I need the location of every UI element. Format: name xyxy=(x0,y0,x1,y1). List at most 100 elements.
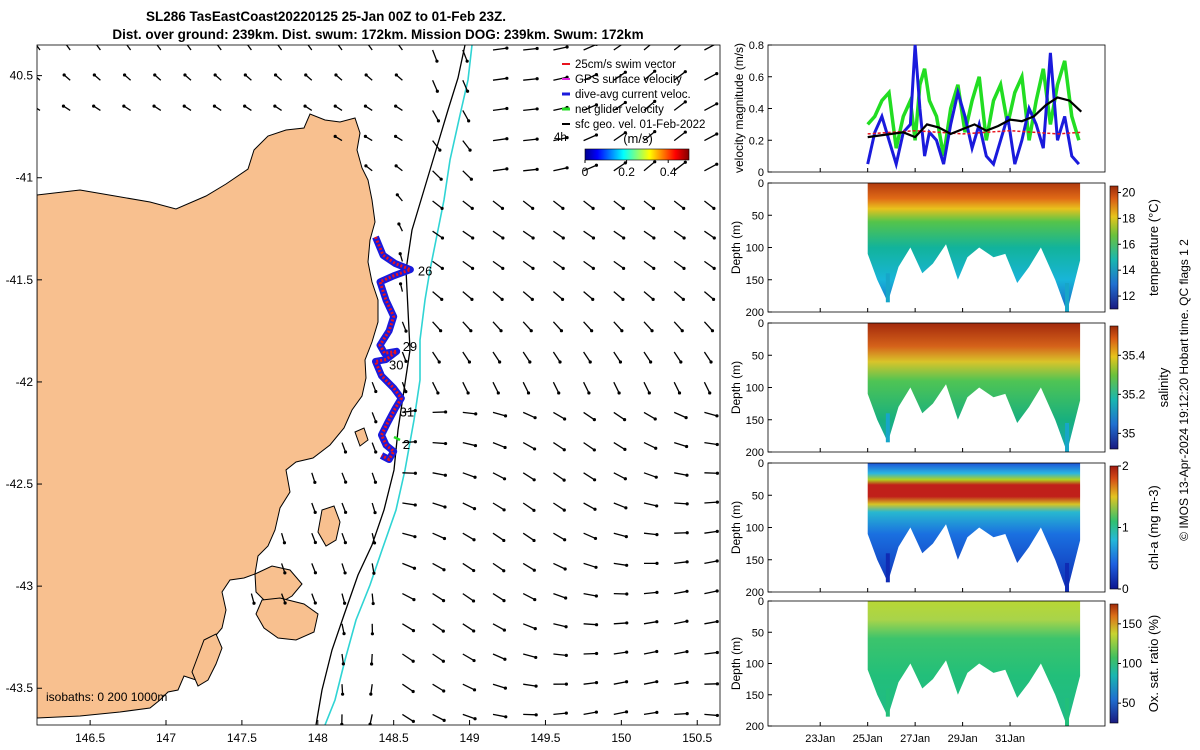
geo-arrow xyxy=(553,260,564,269)
geo-arrow-head xyxy=(682,266,686,270)
geo-arrow-head xyxy=(340,692,345,696)
geo-arrow-head xyxy=(502,477,507,481)
geo-arrow-head xyxy=(653,39,656,42)
geo-arrow xyxy=(492,47,507,51)
map-ytick-label: -41 xyxy=(16,171,34,185)
geo-arrow-head xyxy=(413,471,417,475)
geo-arrow-head xyxy=(468,148,472,152)
velocity-ytick-label: 0.2 xyxy=(749,135,764,147)
geo-arrow-head xyxy=(587,391,591,395)
geo-arrow xyxy=(553,592,566,599)
geo-arrow-head xyxy=(715,162,719,166)
salinity-profile-curtain xyxy=(867,323,1081,452)
geo-arrow xyxy=(492,351,501,363)
geo-arrow xyxy=(704,590,718,595)
geo-arrow xyxy=(370,684,373,695)
temperature-ytick-label: 100 xyxy=(746,243,764,255)
chla-profile-curtain xyxy=(867,463,1081,592)
map-legend: 25cm/s swim vector GPS surface velocity … xyxy=(554,59,705,179)
time-tick-label: 27Jan xyxy=(900,733,930,745)
geo-arrow xyxy=(704,411,718,417)
geo-arrow xyxy=(402,409,416,414)
geo-arrow xyxy=(674,590,688,595)
geo-arrow-head xyxy=(372,541,377,545)
geo-arrow-head xyxy=(685,619,689,623)
geo-arrow-head xyxy=(363,104,368,108)
geo-arrow xyxy=(583,74,597,81)
geo-arrow xyxy=(402,502,416,506)
legend-time-label: 4h xyxy=(554,132,567,144)
geo-arrow-head xyxy=(715,589,719,593)
geo-arrow xyxy=(367,45,373,51)
geo-arrow-head xyxy=(313,480,317,484)
geo-arrow xyxy=(613,651,627,655)
chla-ytick-label: 150 xyxy=(746,555,764,567)
geo-arrow xyxy=(462,260,473,269)
geo-arrow xyxy=(552,351,561,363)
map-xtick-label: 150 xyxy=(611,731,631,745)
geo-arrow-head xyxy=(683,100,687,104)
geo-arrow xyxy=(643,591,658,595)
geo-arrow xyxy=(522,593,536,601)
geo-arrow xyxy=(643,351,652,363)
geo-arrow-head xyxy=(467,119,471,123)
geo-arrow xyxy=(371,593,374,604)
salinity-ytick-label: 0 xyxy=(758,318,764,330)
geo-arrow-head xyxy=(715,682,719,686)
geo-arrow-head xyxy=(152,104,156,108)
geo-arrow-head xyxy=(531,206,535,210)
geo-arrow xyxy=(643,260,655,269)
oxygen-profile-curtain xyxy=(867,601,1081,726)
geo-arrow xyxy=(704,260,715,269)
geo-arrow xyxy=(462,351,470,363)
geo-arrow-head xyxy=(617,391,621,395)
geo-arrow xyxy=(280,563,286,574)
geo-arrow xyxy=(462,230,474,239)
geo-arrow-head xyxy=(526,391,531,395)
geo-arrow xyxy=(583,711,597,716)
geo-arrow xyxy=(462,411,476,415)
temperature-colorbar-tick-label: 20 xyxy=(1122,185,1136,199)
geo-velocity-arrows xyxy=(37,39,719,725)
geo-arrow xyxy=(553,46,568,51)
geo-arrow-head xyxy=(472,507,477,511)
geo-arrow xyxy=(402,562,415,569)
geo-arrow-head xyxy=(655,504,659,508)
geo-arrow-head xyxy=(343,510,348,514)
geo-arrow xyxy=(522,291,533,300)
map-xtick-label: 147.5 xyxy=(227,731,257,745)
geo-arrow xyxy=(462,140,471,151)
geo-arrow xyxy=(673,260,685,269)
time-tick-label: 25Jan xyxy=(853,733,883,745)
geo-arrow xyxy=(522,351,531,363)
geo-arrow xyxy=(402,653,414,662)
geo-arrow-head xyxy=(122,104,126,108)
geo-arrow-head xyxy=(413,440,417,444)
geo-arrow-head xyxy=(564,682,568,686)
geo-arrow-head xyxy=(622,418,627,422)
geo-arrow xyxy=(371,381,377,392)
geo-arrow-head xyxy=(623,447,627,451)
geo-arrow xyxy=(462,79,469,92)
geo-arrow-head xyxy=(624,710,629,714)
velocity-ytick-label: 0.4 xyxy=(749,104,764,116)
geo-arrow-head xyxy=(534,684,538,688)
geo-arrow xyxy=(492,653,506,660)
geo-arrow xyxy=(613,411,625,421)
geo-arrow-head xyxy=(472,688,477,692)
oxygen-ylabel: Depth (m) xyxy=(729,637,743,690)
geo-arrow xyxy=(643,681,657,685)
geo-arrow-head xyxy=(591,206,595,210)
geo-arrow xyxy=(432,140,441,151)
geo-arrow xyxy=(523,683,537,687)
map-xtick-label: 149.5 xyxy=(530,731,560,745)
land-schouten-island xyxy=(354,427,369,447)
geo-arrow-head xyxy=(685,502,689,506)
geo-arrow-head xyxy=(561,266,565,270)
legend-label-swim: 25cm/s swim vector xyxy=(575,59,676,71)
chla-colorbar xyxy=(1109,465,1119,590)
geo-arrow-head xyxy=(443,505,447,509)
map-ytick-label: -43 xyxy=(16,579,34,593)
